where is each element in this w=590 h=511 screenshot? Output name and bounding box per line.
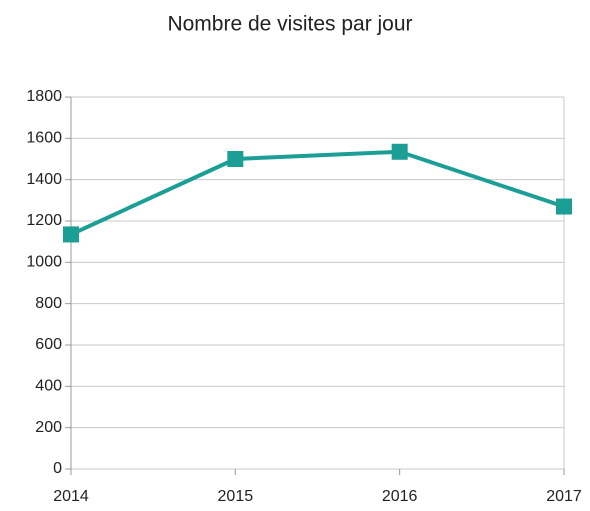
y-tick-label: 600 [35, 336, 62, 353]
x-tick-label: 2017 [546, 488, 582, 505]
point-marker [227, 151, 244, 167]
x-tick-label: 2015 [218, 488, 254, 505]
y-tick-label: 1600 [26, 130, 62, 147]
y-tick-label: 1400 [26, 171, 62, 188]
y-tick-label: 200 [35, 419, 62, 436]
y-tick-label: 800 [35, 295, 62, 312]
y-tick-label: 1200 [26, 212, 62, 229]
y-tick-label: 1000 [26, 254, 62, 271]
point-marker [556, 198, 572, 215]
chart-title: Nombre de visites par jour [167, 13, 412, 36]
y-tick-label: 1800 [26, 88, 62, 105]
y-tick-label: 0 [53, 460, 62, 477]
x-tick-label: 2014 [53, 488, 89, 505]
point-marker [63, 226, 79, 243]
y-tick-label: 400 [35, 378, 62, 395]
point-marker [391, 143, 408, 160]
x-tick-label: 2016 [382, 488, 418, 505]
series-line [70, 149, 565, 237]
